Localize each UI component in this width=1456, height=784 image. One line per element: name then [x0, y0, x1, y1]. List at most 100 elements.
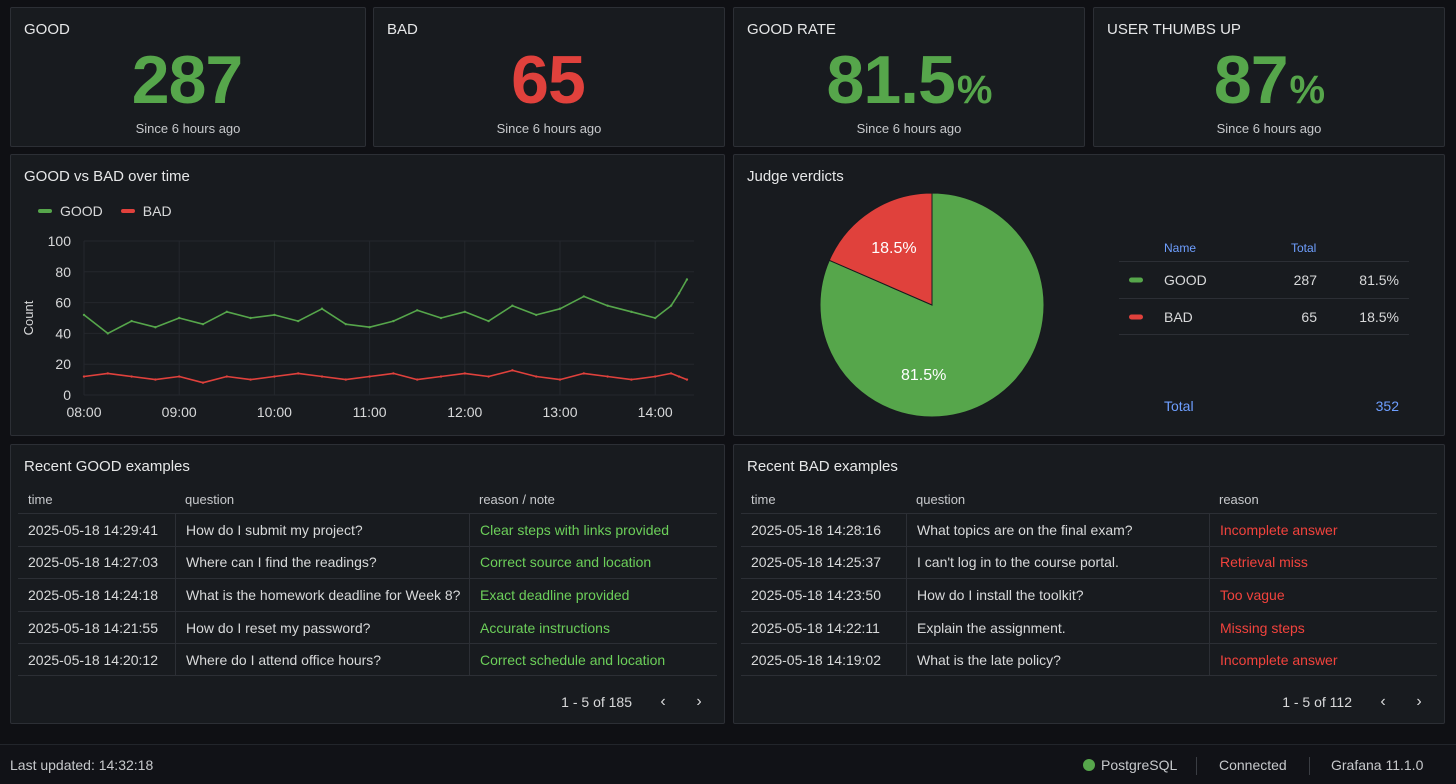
series-line-bad[interactable] — [83, 369, 688, 384]
pie-legend-header: Name Total — [1119, 235, 1409, 261]
cell-reason: Clear steps with links provided — [469, 514, 717, 546]
stat-since: Since 6 hours ago — [856, 121, 962, 136]
table-header: time question reason — [741, 485, 1437, 513]
table-row[interactable]: 2025-05-18 14:22:11 Explain the assignmen… — [741, 610, 1437, 644]
cell-reason: Incomplete answer — [1209, 644, 1437, 675]
stat-value: 287 — [131, 42, 243, 118]
legend-item-good[interactable]: GOOD — [38, 203, 103, 219]
cell-reason: Exact deadline provided — [469, 579, 717, 611]
chevron-right-icon[interactable]: › — [1416, 693, 1422, 710]
panel-title: Recent BAD examples — [747, 458, 898, 475]
pie-label-good: 81.5% — [901, 367, 946, 384]
y-tick-label: 40 — [55, 325, 71, 341]
stat-panel-good-rate: GOOD RATE 81.5% Since 6 hours ago — [733, 7, 1085, 147]
timeseries-chart: 0 20 40 60 80 100 08:00 09:00 10:00 11:00 12:00 13:… — [21, 233, 694, 420]
pie-legend-row-good[interactable]: GOOD 287 81.5% — [1119, 261, 1409, 298]
status-dot-icon — [1083, 759, 1095, 771]
data-point-bad — [178, 375, 181, 378]
chevron-left-icon[interactable]: ‹ — [660, 693, 666, 710]
x-tick-label: 10:00 — [257, 404, 292, 420]
x-tick-label: 14:00 — [638, 404, 673, 420]
data-point-good — [558, 307, 562, 310]
bad-examples-table: time question reason 2025-05-18 14:28:16… — [741, 485, 1437, 676]
pie-legend-row-bad[interactable]: BAD 65 18.5% — [1119, 298, 1409, 335]
legend-swatch — [1129, 314, 1143, 319]
column-header-question[interactable]: question — [916, 491, 966, 507]
column-header-reason[interactable]: reason / note — [479, 491, 555, 507]
data-point-good — [511, 304, 514, 307]
pie-chart: 81.5% 18.5% — [819, 192, 1045, 418]
table-row[interactable]: 2025-05-18 14:28:16 What topics are on th… — [741, 513, 1437, 546]
pie-slice-bad[interactable] — [828, 192, 933, 306]
x-tick-label: 08:00 — [66, 404, 101, 420]
stat-value: 87% — [1213, 42, 1325, 118]
table-row[interactable]: 2025-05-18 14:20:12 Where do I attend off… — [18, 643, 717, 676]
stat-since: Since 6 hours ago — [1216, 121, 1322, 136]
column-header-time[interactable]: time — [751, 491, 776, 507]
data-point-bad — [106, 372, 110, 375]
chevron-right-icon[interactable]: › — [696, 693, 702, 710]
chevron-left-icon[interactable]: ‹ — [1380, 693, 1386, 710]
cell-question: How do I install the toolkit? — [906, 579, 1209, 611]
stat-title: GOOD — [24, 21, 70, 38]
column-header-total[interactable]: Total — [1291, 241, 1317, 255]
legend-total: 287 — [1293, 272, 1317, 288]
data-point-bad — [606, 375, 609, 378]
cell-time: 2025-05-18 14:25:37 — [751, 554, 881, 571]
table-row[interactable]: 2025-05-18 14:19:02 What is the late poli… — [741, 643, 1437, 676]
cell-time: 2025-05-18 14:19:02 — [751, 651, 881, 668]
table-row[interactable]: 2025-05-18 14:24:18 What is the homework … — [18, 578, 717, 611]
column-header-name[interactable]: Name — [1164, 241, 1197, 255]
legend-total: 65 — [1301, 308, 1317, 325]
datasource-name[interactable]: PostgreSQL — [1101, 757, 1178, 773]
cell-question: What topics are on the final exam? — [906, 514, 1209, 546]
data-point-good — [630, 310, 633, 314]
stat-title: USER THUMBS UP — [1107, 21, 1241, 38]
legend-name: BAD — [1164, 308, 1193, 325]
x-tick-label: 13:00 — [542, 404, 577, 420]
table-row[interactable]: 2025-05-18 14:21:55 How do I reset my pas… — [18, 610, 717, 644]
legend-swatch — [38, 209, 52, 213]
pagination: 1 - 5 of 112 ‹ › — [1282, 693, 1424, 711]
table-row[interactable]: 2025-05-18 14:25:37 I can't log in to the… — [741, 545, 1437, 579]
table-row[interactable]: 2025-05-18 14:29:41 How do I submit my pr… — [18, 513, 717, 546]
good-examples-panel: Recent GOOD examples time question reaso… — [10, 444, 725, 724]
y-tick-label: 60 — [55, 295, 71, 311]
version-label: Grafana 11.1.0 — [1331, 757, 1424, 773]
column-header-question[interactable]: question — [185, 491, 235, 507]
column-header-reason[interactable]: reason — [1219, 491, 1259, 507]
data-point-bad — [201, 381, 205, 384]
status-bar: Last updated: 14:32:18 PostgreSQL Connec… — [0, 744, 1456, 784]
pie-total-row: Total 352 — [1119, 398, 1409, 418]
column-header-time[interactable]: time — [28, 491, 53, 507]
cell-reason: Correct schedule and location — [469, 644, 717, 675]
data-point-good — [487, 319, 490, 323]
y-tick-label: 0 — [63, 387, 71, 403]
legend-item-bad[interactable]: BAD — [120, 203, 172, 219]
good-examples-table: time question reason / note 2025-05-18 1… — [18, 485, 717, 676]
legend-label: BAD — [142, 203, 172, 219]
total-value: 352 — [1375, 398, 1399, 414]
table-row[interactable]: 2025-05-18 14:23:50 How do I install the … — [741, 578, 1437, 611]
data-point-good — [677, 292, 681, 295]
bad-examples-panel: Recent BAD examples time question reason… — [733, 444, 1445, 724]
data-point-good — [154, 326, 157, 329]
data-point-good — [297, 319, 300, 323]
table-row[interactable]: 2025-05-18 14:27:03 Where can I find the … — [18, 545, 717, 579]
series-line-good[interactable] — [83, 279, 688, 335]
cell-time: 2025-05-18 14:22:11 — [751, 619, 880, 636]
x-tick-label: 09:00 — [162, 404, 197, 420]
data-point-bad — [685, 378, 689, 381]
cell-reason: Incomplete answer — [1209, 514, 1437, 546]
timeseries-panel: GOOD vs BAD over time GOOD BAD 0 20 40 60 80… — [10, 154, 725, 436]
cell-reason: Too vague — [1209, 579, 1437, 611]
data-point-good — [82, 313, 86, 317]
cell-reason: Correct source and location — [469, 546, 717, 579]
data-point-good — [463, 310, 466, 314]
x-tick-label: 11:00 — [353, 404, 387, 420]
cell-question: What is the homework deadline for Week 8… — [175, 579, 469, 611]
stat-panel-bad: BAD 65 Since 6 hours ago — [373, 7, 725, 147]
data-point-good — [654, 316, 657, 320]
data-point-bad — [654, 375, 657, 378]
pie-label-bad: 18.5% — [871, 240, 916, 257]
